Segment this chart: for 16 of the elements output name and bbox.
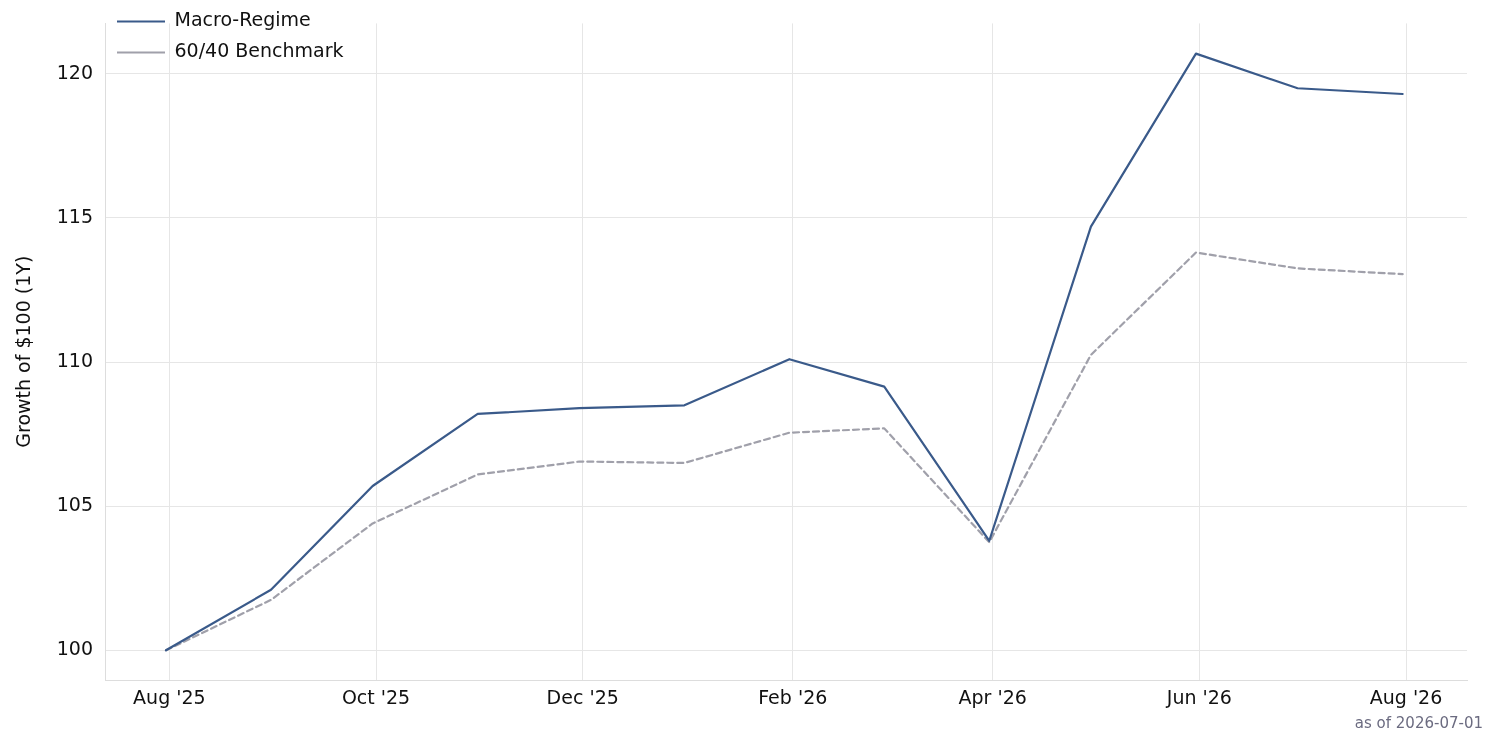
text: as of 2026-07-01 bbox=[1354, 714, 1483, 733]
legend-label: Macro-Regime bbox=[174, 8, 311, 31]
y-tick-label: 100 bbox=[56, 637, 93, 660]
x-tick-label: Oct '25 bbox=[341, 686, 411, 709]
y-tick-label: 105 bbox=[56, 493, 93, 516]
x-tick-label: Feb '26 bbox=[758, 686, 828, 709]
x-tick-label: Aug '25 bbox=[133, 686, 206, 709]
y-tick-label: 110 bbox=[56, 349, 93, 372]
y-axis-title: Growth of $100 (1Y) bbox=[12, 255, 35, 448]
y-tick-label: 115 bbox=[56, 204, 93, 227]
x-tick-label: Aug '26 bbox=[1369, 686, 1443, 709]
legend-label: 60/40 Benchmark bbox=[174, 39, 344, 62]
y-tick-label: 120 bbox=[56, 60, 93, 83]
x-tick-label: Jun '26 bbox=[1165, 686, 1232, 709]
x-tick-label: Apr '26 bbox=[958, 686, 1027, 709]
x-tick-label: Dec '25 bbox=[546, 686, 619, 709]
